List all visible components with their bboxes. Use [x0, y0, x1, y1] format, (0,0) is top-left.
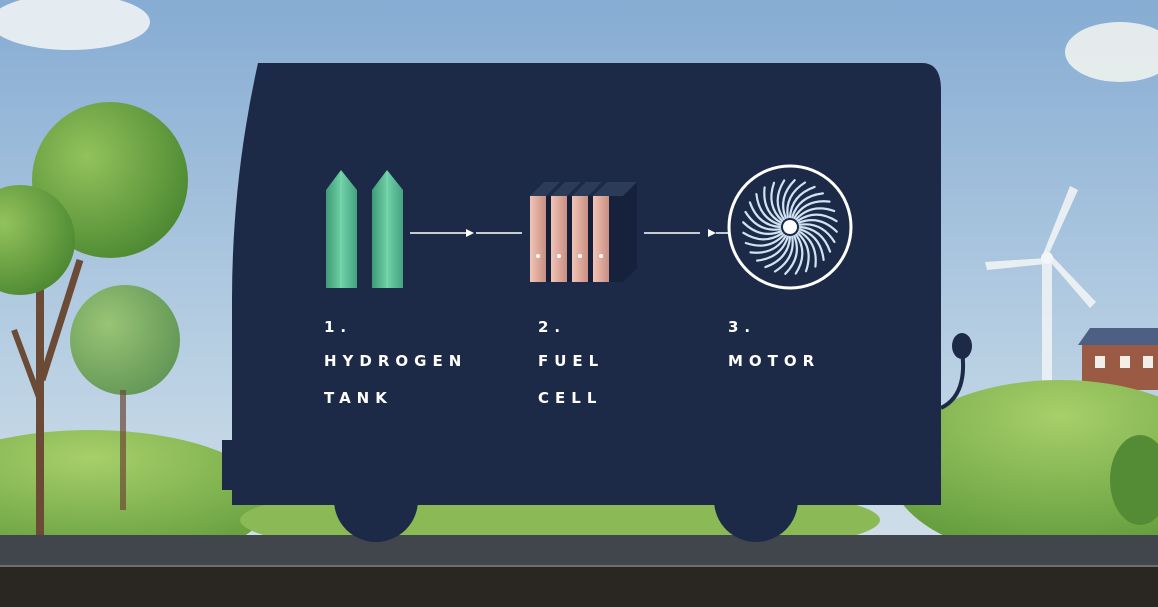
motor-blade — [796, 232, 810, 273]
house — [1078, 328, 1158, 390]
motor-blade — [794, 233, 804, 275]
arrow-icon — [644, 229, 728, 237]
motor-blade — [748, 201, 782, 229]
motor-blade — [756, 235, 789, 262]
motor-blade — [797, 230, 817, 268]
cloud — [0, 0, 150, 50]
bus-silhouette — [222, 63, 972, 542]
motor-blade — [776, 179, 786, 221]
motor-icon — [727, 164, 853, 290]
hydrogen-tank-icon — [326, 170, 403, 288]
motor-blade — [755, 193, 782, 226]
step-2-title-line2: CELL — [538, 389, 603, 407]
ground-soil — [0, 567, 1158, 607]
cloud — [1065, 22, 1158, 82]
motor-blade — [742, 231, 784, 241]
step-1-title-line1: HYDROGEN — [324, 352, 468, 370]
step-3-title-line1: MOTOR — [728, 352, 821, 370]
motor-blade — [798, 223, 836, 244]
tree — [0, 102, 188, 540]
motor-blade — [798, 225, 832, 253]
hill — [0, 430, 270, 570]
motor-blade — [773, 235, 794, 273]
motor-blade — [793, 200, 831, 220]
motor-blade — [797, 219, 838, 233]
wind-turbine — [985, 186, 1096, 412]
motor-blade — [784, 234, 798, 275]
motor-blade — [798, 228, 825, 261]
motor-blade — [744, 210, 782, 231]
motor-blade — [770, 181, 784, 222]
motor-blade — [788, 185, 816, 219]
motor-blade — [791, 192, 824, 219]
bush — [1110, 435, 1158, 525]
arrow-icon — [410, 229, 522, 237]
step-2-number: 2. — [538, 318, 567, 336]
motor-blade — [782, 179, 796, 220]
motor-blade — [744, 233, 785, 247]
step-1-title-line2: TANK — [324, 389, 393, 407]
wheel — [714, 458, 798, 542]
motor-blade — [763, 186, 783, 224]
hill — [890, 380, 1158, 560]
motor-blade — [764, 235, 792, 269]
step-3-number: 3. — [728, 318, 757, 336]
motor-blade — [749, 234, 787, 254]
step-2-title-line1: FUEL — [538, 352, 605, 370]
step-1-number: 1. — [324, 318, 353, 336]
motor-blade — [796, 213, 838, 223]
motor-blade — [742, 221, 783, 235]
wheel — [334, 458, 418, 542]
motor-blade — [795, 207, 836, 221]
fuel-cell-icon — [530, 182, 637, 282]
motor-blade — [786, 181, 807, 219]
